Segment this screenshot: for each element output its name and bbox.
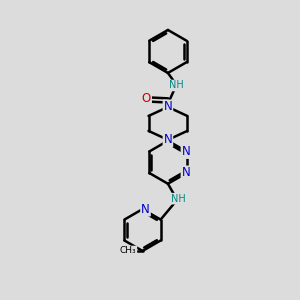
Text: N: N — [164, 100, 172, 113]
Text: O: O — [142, 92, 151, 104]
Text: NH: NH — [169, 80, 184, 91]
Text: NH: NH — [171, 194, 186, 204]
Text: CH₃: CH₃ — [120, 246, 136, 255]
Text: N: N — [164, 133, 172, 146]
Text: N: N — [182, 167, 190, 179]
Text: N: N — [141, 202, 150, 216]
Text: N: N — [182, 145, 190, 158]
